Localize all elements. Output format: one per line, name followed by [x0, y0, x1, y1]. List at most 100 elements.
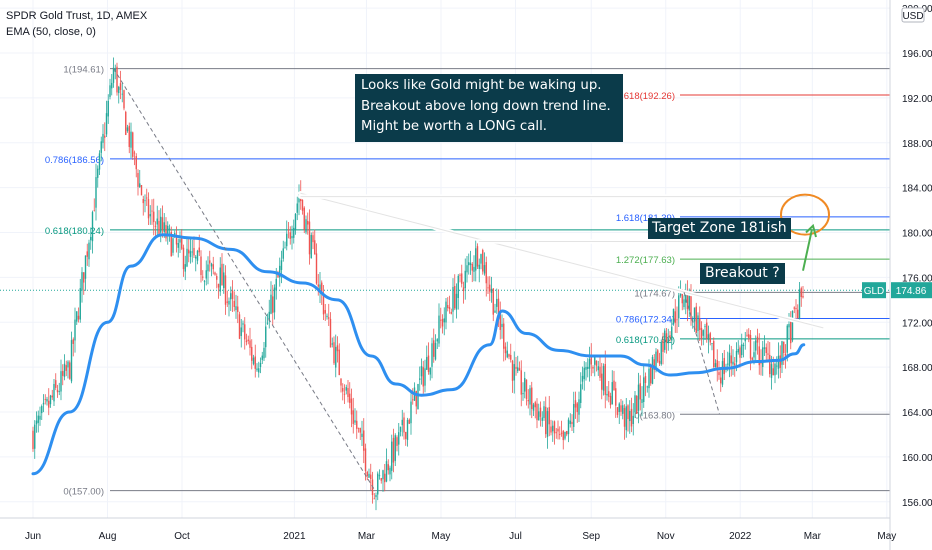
- candle-body: [445, 301, 447, 323]
- candle-body: [217, 283, 220, 288]
- candle-body: [678, 295, 680, 319]
- candle-body: [707, 334, 710, 341]
- candle-body: [443, 318, 445, 323]
- candle-body: [559, 434, 561, 436]
- candle-body: [480, 254, 482, 264]
- candle-body: [228, 300, 230, 305]
- candle-body: [338, 349, 340, 376]
- candle-body: [711, 343, 713, 344]
- candle-body: [499, 314, 501, 330]
- candle-body: [135, 156, 137, 170]
- candle-body: [279, 265, 281, 278]
- candle-body: [137, 172, 139, 187]
- candle-body: [504, 346, 507, 354]
- candle-body: [478, 264, 480, 269]
- candle-body: [786, 325, 788, 353]
- candle-body: [665, 333, 668, 343]
- candle-body: [121, 93, 123, 95]
- candle-body: [496, 298, 498, 307]
- candle-body: [191, 251, 193, 253]
- candle-body: [688, 290, 690, 311]
- candle-body: [128, 125, 130, 147]
- candle-body: [238, 314, 241, 339]
- candle-body: [317, 284, 319, 287]
- candle-body: [167, 225, 169, 236]
- candle-body: [401, 419, 403, 426]
- candle-body: [557, 428, 559, 432]
- candle-body: [273, 287, 276, 313]
- currency-box[interactable]: [901, 7, 925, 23]
- fib-extension-label: 0.786(172.34): [616, 314, 675, 325]
- candle-body: [324, 310, 326, 314]
- candle-body: [669, 335, 671, 338]
- candle-body: [175, 237, 178, 245]
- candle-body: [734, 363, 736, 366]
- candle-body: [116, 66, 118, 93]
- candle-body: [497, 298, 500, 316]
- candle-body: [650, 366, 652, 384]
- candle-body: [655, 351, 657, 369]
- candle-body: [74, 319, 76, 341]
- candle-body: [597, 366, 599, 371]
- candle-body: [622, 405, 624, 414]
- ticker-label: GLD: [864, 286, 885, 297]
- candle-body: [184, 264, 186, 272]
- indicator-label[interactable]: EMA (50, close, 0): [6, 26, 96, 38]
- currency-label: USD: [902, 11, 923, 22]
- time-tick-label: 2022: [729, 531, 752, 542]
- candle-body: [231, 290, 234, 299]
- candle-body: [245, 340, 248, 343]
- price-tick-label: 164.00: [902, 408, 932, 419]
- target-circle: [780, 193, 830, 236]
- candle-body: [156, 218, 158, 225]
- candle-body: [415, 391, 417, 407]
- candle-body: [461, 273, 463, 284]
- candle-body: [580, 384, 582, 403]
- candle-body: [275, 278, 277, 291]
- candle-body: [284, 247, 286, 249]
- time-tick-label: Sep: [582, 531, 600, 542]
- candle-body: [170, 231, 172, 257]
- candle-body: [489, 284, 491, 292]
- candle-body: [599, 366, 601, 378]
- candle-body: [83, 272, 85, 283]
- candle-body: [543, 406, 545, 419]
- candle-body: [90, 236, 92, 241]
- time-axis[interactable]: Jun Aug Oct 2021 Mar May Jul Sep Nov 2022 Mar May: [25, 531, 896, 542]
- candle-body: [88, 242, 90, 260]
- candle-body: [660, 342, 662, 365]
- candle-body: [48, 400, 50, 408]
- candle-body: [172, 238, 174, 253]
- candle-body: [109, 85, 111, 97]
- candle-body: [629, 410, 631, 422]
- price-tick-label: 184.00: [902, 184, 932, 195]
- candle-body: [86, 251, 88, 257]
- candle-body: [718, 372, 720, 376]
- candle-body: [55, 380, 57, 388]
- candle-body: [305, 219, 307, 233]
- candle-body: [392, 437, 395, 463]
- trend-lines[interactable]: [298, 191, 826, 331]
- candle-body: [405, 431, 407, 439]
- note-line-1: Looks like Gold might be waking up.: [361, 78, 602, 93]
- candle-body: [237, 306, 239, 312]
- time-tick-label: Mar: [804, 531, 822, 542]
- time-tick-label: Oct: [174, 531, 190, 542]
- candle-body: [154, 225, 157, 227]
- candle-body: [767, 353, 769, 355]
- candle-body: [179, 239, 181, 243]
- candle-body: [422, 367, 424, 387]
- candle-body: [104, 135, 106, 138]
- candle-body: [254, 356, 256, 369]
- price-tick-label: 192.00: [902, 94, 932, 105]
- candle-body: [34, 424, 36, 449]
- candle-body: [737, 348, 739, 353]
- candle-body: [431, 343, 433, 367]
- candle-body: [662, 339, 664, 352]
- candle-body: [93, 210, 95, 212]
- candle-body: [49, 395, 52, 405]
- candle-body: [319, 284, 321, 290]
- candle-body: [452, 286, 454, 312]
- time-tick-label: May: [432, 531, 451, 542]
- candle-body: [280, 260, 283, 270]
